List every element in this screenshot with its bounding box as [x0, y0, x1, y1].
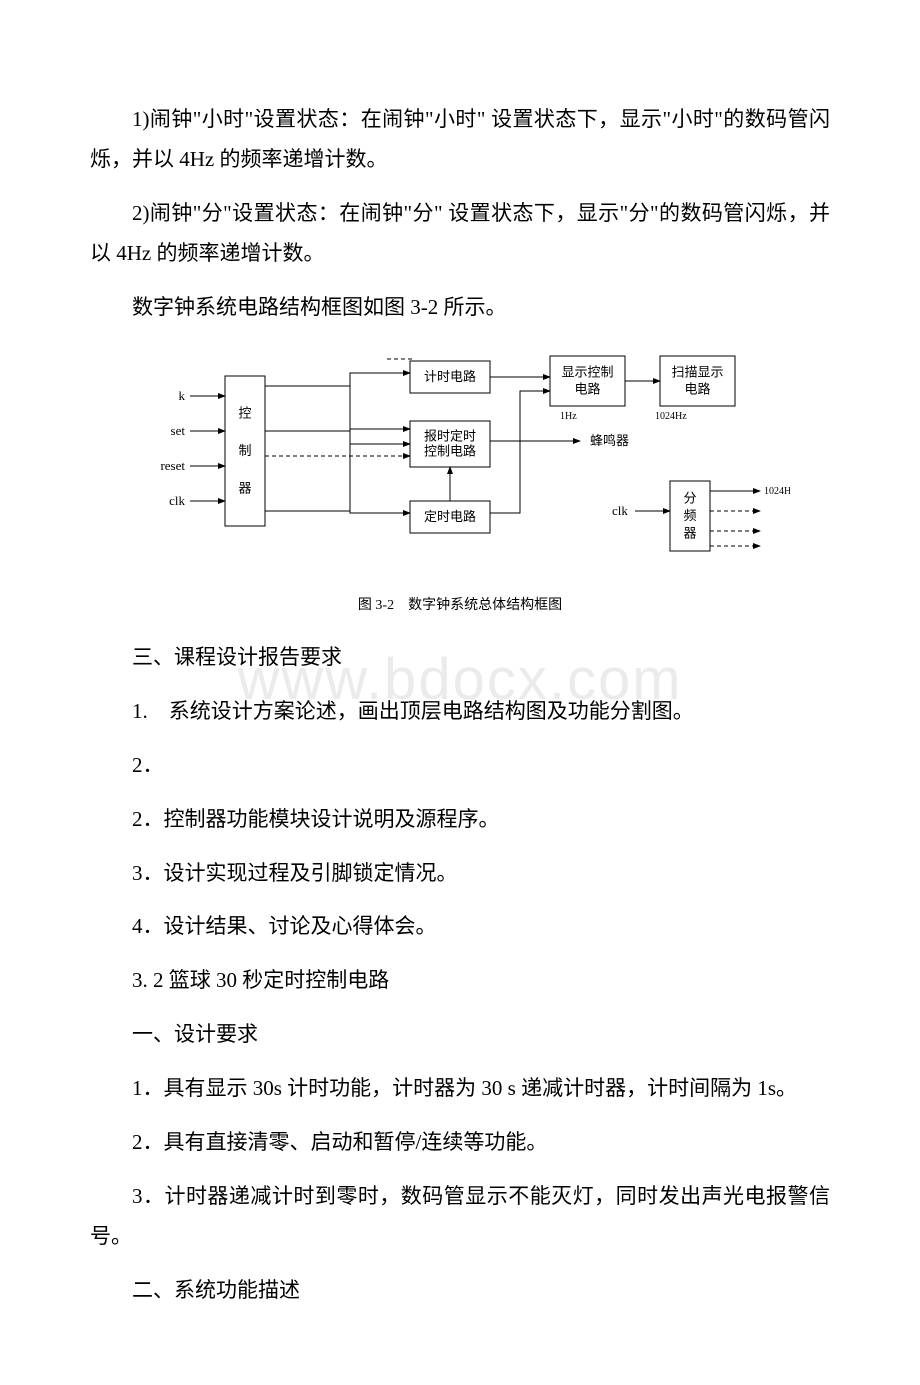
svg-text:set: set — [171, 423, 186, 438]
paragraph: 1. 系统设计方案论述，画出顶层电路结构图及功能分割图。 — [90, 692, 830, 732]
svg-text:器: 器 — [238, 481, 251, 496]
svg-text:1024Hz: 1024Hz — [655, 411, 687, 422]
paragraph: 2．具有直接清零、启动和暂停/连续等功能。 — [90, 1123, 830, 1163]
svg-text:k: k — [179, 388, 186, 403]
paragraph: 数字钟系统电路结构框图如图 3-2 所示。 — [90, 288, 830, 328]
svg-text:clk: clk — [169, 493, 185, 508]
block-diagram: 控制器计时电路显示控制电路扫描显示电路报时定时控制电路定时电路分频器ksetre… — [150, 341, 830, 585]
svg-text:1024Hz: 1024Hz — [764, 486, 790, 497]
svg-text:reset: reset — [160, 458, 185, 473]
paragraph: 2．控制器功能模块设计说明及源程序。 — [90, 800, 830, 840]
content-area: 1)闹钟"小时"设置状态：在闹钟"小时" 设置状态下，显示"小时"的数码管闪烁，… — [90, 100, 830, 1311]
svg-text:定时电路: 定时电路 — [424, 509, 476, 524]
section-heading: 三、课程设计报告要求 — [90, 638, 830, 678]
paragraph: 1)闹钟"小时"设置状态：在闹钟"小时" 设置状态下，显示"小时"的数码管闪烁，… — [90, 100, 830, 180]
svg-text:制: 制 — [238, 443, 251, 458]
svg-text:报时定时: 报时定时 — [424, 429, 476, 444]
paragraph: 2． — [90, 746, 830, 786]
svg-text:电路: 电路 — [574, 382, 600, 397]
figure-caption: 图 3-2 数字钟系统总体结构框图 — [90, 593, 830, 620]
svg-text:电路: 电路 — [684, 382, 710, 397]
paragraph: 3．设计实现过程及引脚锁定情况。 — [90, 854, 830, 894]
svg-text:显示控制: 显示控制 — [561, 365, 613, 380]
section-heading: 二、系统功能描述 — [90, 1271, 830, 1311]
svg-text:频: 频 — [683, 508, 696, 523]
svg-text:1Hz: 1Hz — [560, 411, 577, 422]
svg-text:扫描显示: 扫描显示 — [671, 365, 723, 380]
svg-text:分: 分 — [683, 491, 696, 506]
paragraph: 3．计时器递减计时到零时，数码管显示不能灭灯，同时发出声光电报警信号。 — [90, 1177, 830, 1257]
paragraph: 4．设计结果、讨论及心得体会。 — [90, 907, 830, 947]
svg-text:控制电路: 控制电路 — [424, 444, 476, 459]
section-heading: 3. 2 篮球 30 秒定时控制电路 — [90, 961, 830, 1001]
paragraph: 2)闹钟"分"设置状态：在闹钟"分" 设置状态下，显示"分"的数码管闪烁，并以 … — [90, 194, 830, 274]
svg-text:控: 控 — [238, 406, 251, 421]
section-heading: 一、设计要求 — [90, 1015, 830, 1055]
svg-text:clk: clk — [612, 503, 628, 518]
svg-text:器: 器 — [683, 526, 696, 541]
paragraph: 1．具有显示 30s 计时功能，计时器为 30 s 递减计时器，计时间隔为 1s… — [90, 1069, 830, 1109]
svg-text:蜂鸣器: 蜂鸣器 — [590, 433, 629, 448]
svg-text:计时电路: 计时电路 — [424, 369, 476, 384]
